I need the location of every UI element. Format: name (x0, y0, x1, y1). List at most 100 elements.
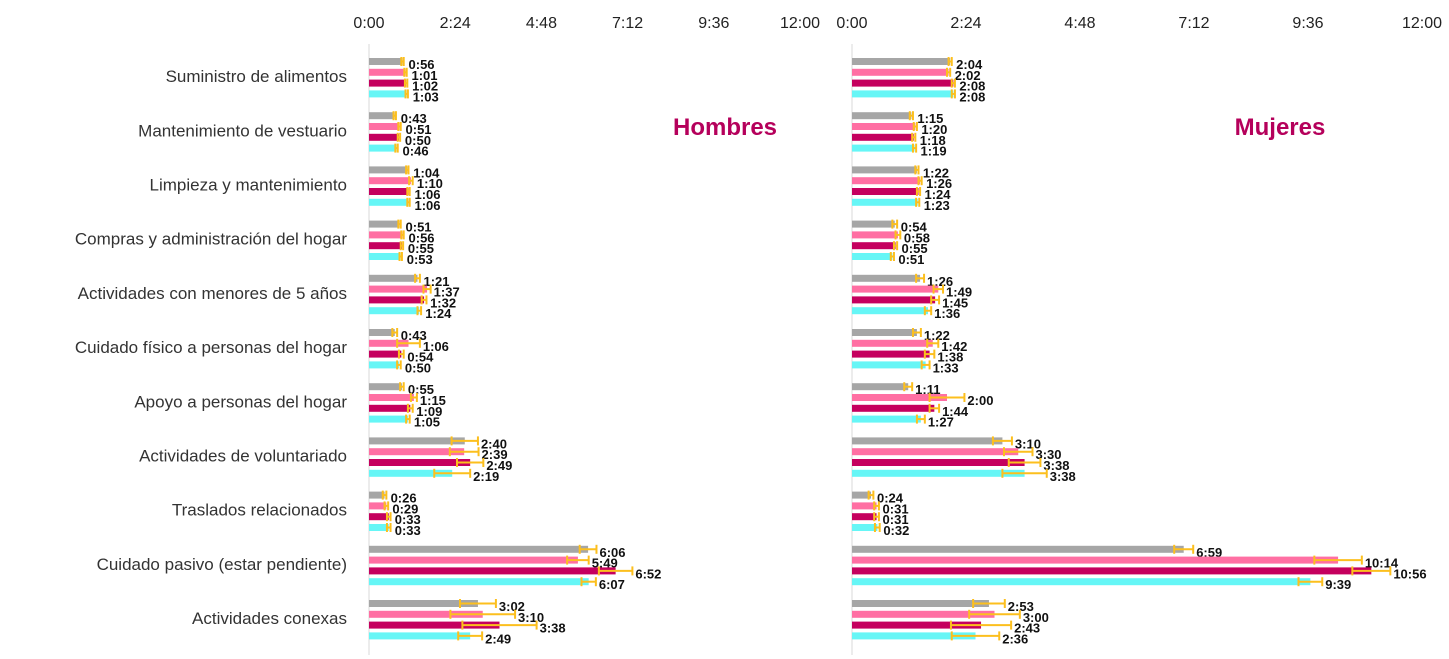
mujeres-bar (852, 166, 917, 174)
mujeres-value-label: 1:19 (921, 144, 947, 159)
mujeres-value-label: 1:22 (923, 165, 949, 180)
hombres-bar (369, 578, 589, 586)
mujeres-value-label: 2:08 (959, 89, 985, 104)
mujeres-bar (852, 578, 1311, 586)
hombres-bar (369, 437, 465, 445)
hombres-bar (369, 329, 395, 336)
panel-title-hombres: Hombres (673, 114, 777, 141)
mujeres-value-label: 1:15 (917, 111, 943, 126)
hombres-bar (369, 220, 400, 228)
mujeres-bar (852, 339, 933, 347)
hombres-value-label: 1:10 (417, 176, 443, 191)
hombres-value-label: 0:33 (395, 512, 421, 527)
mujeres-value-label: 2:43 (1014, 621, 1040, 636)
mujeres-value-label: 0:51 (898, 252, 924, 267)
hombres-value-label: 2:49 (485, 631, 511, 646)
hombres-value-label: 0:33 (395, 523, 421, 538)
mujeres-bar (852, 469, 1025, 477)
mujeres-value-label: 0:54 (901, 220, 928, 235)
mujeres-bar (852, 556, 1339, 564)
hombres-value-label: 1:15 (420, 393, 446, 408)
hombres-value-label: 1:02 (412, 79, 438, 94)
mujeres-value-label: 1:38 (937, 350, 963, 365)
hombres-value-label: 0:55 (408, 241, 434, 256)
mujeres-value-label: 2:04 (956, 57, 983, 72)
hombres-value-label: 0:43 (401, 111, 427, 126)
mujeres-tick-label: 4:48 (1064, 15, 1095, 32)
mujeres-value-label: 1:23 (924, 198, 950, 213)
hombres-value-label: 0:54 (407, 350, 434, 365)
hombres-tick-label: 9:36 (698, 15, 729, 32)
hombres-bar (369, 198, 409, 206)
hombres-value-label: 0:53 (407, 252, 433, 267)
mujeres-bar (852, 567, 1372, 575)
mujeres-bar (852, 621, 982, 629)
mujeres-bar (852, 600, 989, 607)
mujeres-bar (852, 448, 1019, 456)
mujeres-bar (852, 491, 871, 499)
hombres-value-label: 6:06 (599, 545, 625, 560)
hombres-value-label: 1:24 (425, 306, 452, 321)
mujeres-value-label: 2:53 (1008, 599, 1034, 614)
mujeres-value-label: 0:55 (902, 241, 928, 256)
hombres-value-label: 3:38 (540, 621, 566, 636)
hombres-bar (369, 361, 399, 369)
mujeres-bar (852, 545, 1184, 553)
hombres-value-label: 3:02 (499, 599, 525, 614)
mujeres-bar (852, 79, 954, 87)
mujeres-value-label: 1:44 (942, 404, 969, 419)
hombres-bar (369, 307, 420, 315)
hombres-bar (369, 491, 385, 499)
mujeres-value-label: 1:26 (926, 176, 952, 191)
hombres-value-label: 6:07 (599, 577, 625, 592)
mujeres-value-label: 3:30 (1036, 447, 1062, 462)
mujeres-value-label: 2:08 (959, 79, 985, 94)
hombres-bar (369, 600, 478, 607)
category-label-actividades-con-menores-de-5-anos: Actividades con menores de 5 años (78, 284, 347, 303)
hombres-value-label: 0:50 (405, 360, 431, 375)
hombres-bar (369, 79, 407, 87)
mujeres-value-label: 0:58 (904, 230, 930, 245)
hombres-bar (369, 231, 403, 239)
hombres-bar (369, 144, 397, 152)
hombres-value-label: 6:52 (635, 566, 661, 581)
mujeres-value-label: 1:18 (920, 133, 946, 148)
hombres-bar (369, 166, 408, 174)
category-label-cuidado-fisico-a-personas-del-hogar: Cuidado físico a personas del hogar (75, 338, 348, 357)
mujeres-value-label: 0:31 (883, 512, 909, 527)
mujeres-value-label: 1:11 (915, 382, 940, 397)
mujeres-value-label: 3:38 (1050, 469, 1076, 484)
hombres-value-label: 0:50 (405, 133, 431, 148)
hombres-bar (369, 123, 400, 130)
mujeres-bar (852, 242, 896, 250)
hombres-bar (369, 621, 500, 629)
mujeres-bar (852, 307, 928, 315)
hombres-bar (369, 112, 395, 120)
hombres-bar (369, 415, 408, 423)
hombres-bar (369, 296, 425, 304)
mujeres-bar (852, 437, 1003, 445)
hombres-value-label: 2:40 (481, 436, 507, 451)
mujeres-bar (852, 198, 918, 206)
hombres-value-label: 2:49 (486, 458, 512, 473)
category-label-traslados-relacionados: Traslados relacionados (172, 501, 347, 520)
mujeres-value-label: 1:20 (921, 122, 947, 137)
hombres-bar (369, 448, 465, 456)
hombres-bar (369, 556, 578, 564)
panel-title-mujeres: Mujeres (1235, 114, 1326, 141)
mujeres-bar (852, 274, 921, 282)
hombres-bar (369, 177, 411, 185)
mujeres-value-label: 1:33 (933, 360, 959, 375)
hombres-bar (369, 469, 453, 477)
mujeres-value-label: 3:10 (1015, 436, 1041, 451)
mujeres-value-label: 10:56 (1393, 566, 1426, 581)
mujeres-bar (852, 123, 916, 130)
mujeres-value-label: 1:27 (928, 415, 954, 430)
hombres-bar (369, 274, 418, 282)
hombres-value-label: 1:03 (413, 89, 439, 104)
mujeres-bar (852, 350, 930, 358)
hombres-bar (369, 58, 403, 65)
category-label-cuidado-pasivo-estar-pendiente: Cuidado pasivo (estar pendiente) (97, 555, 347, 574)
hombres-tick-label: 0:00 (353, 15, 384, 32)
mujeres-bar (852, 524, 878, 531)
